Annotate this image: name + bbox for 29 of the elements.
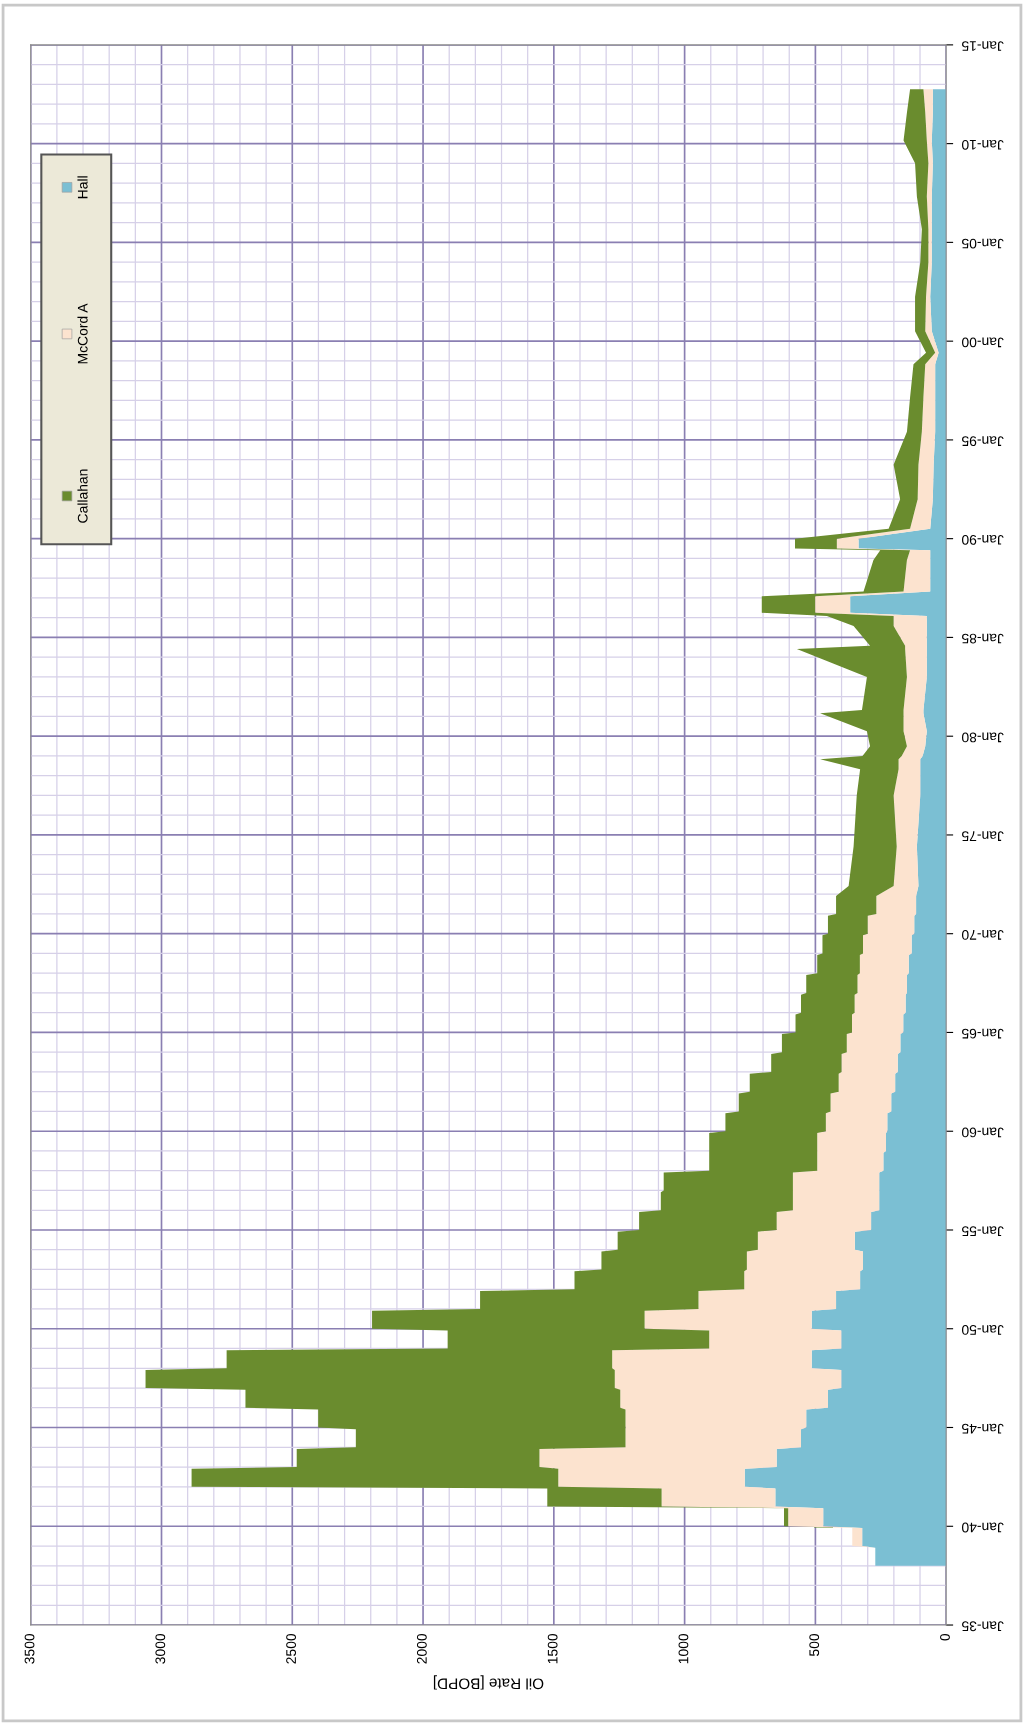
legend-label: Callahan — [77, 469, 88, 523]
legend-label: McCord A — [77, 303, 88, 364]
y-tick-label: Jan-55 — [962, 1226, 1004, 1236]
legend-label: Hall — [77, 176, 88, 199]
y-tick-label: Jan-85 — [962, 633, 1004, 644]
x-tick-label: 1000 — [678, 1633, 689, 1664]
x-tick-label: 2000 — [416, 1633, 427, 1664]
y-tick-label: Jan-35 — [962, 1621, 1004, 1632]
y-tick-label: Jan-90 — [961, 534, 1004, 545]
x-tick-label: 500 — [809, 1633, 820, 1656]
y-tick-label: Jan-15 — [962, 41, 1004, 51]
y-tick-label: Jan-05 — [962, 238, 1004, 249]
y-tick-label: Jan-70 — [961, 929, 1004, 940]
x-tick-label: 3000 — [155, 1633, 166, 1664]
x-tick-label: 0 — [940, 1633, 950, 1641]
y-tick-label: Jan-65 — [962, 1028, 1004, 1039]
x-tick-label: 3500 — [24, 1633, 35, 1664]
x-tick-label: 2500 — [286, 1633, 297, 1664]
x-tick-label: 1500 — [547, 1633, 558, 1664]
y-tick-label: Jan-40 — [961, 1522, 1004, 1533]
y-tick-label: Jan-50 — [961, 1325, 1004, 1335]
y-tick-label: Jan-00 — [961, 337, 1004, 348]
y-tick-label: Jan-10 — [961, 139, 1004, 150]
y-tick-label: Jan-75 — [962, 831, 1004, 841]
y-tick-label: Jan-95 — [962, 436, 1004, 447]
x-axis-title: Oil Rate [BOPD] — [433, 1675, 544, 1690]
y-tick-label: Jan-60 — [961, 1127, 1004, 1138]
y-tick-label: Jan-80 — [961, 732, 1004, 743]
y-tick-label: Jan-45 — [962, 1423, 1004, 1434]
